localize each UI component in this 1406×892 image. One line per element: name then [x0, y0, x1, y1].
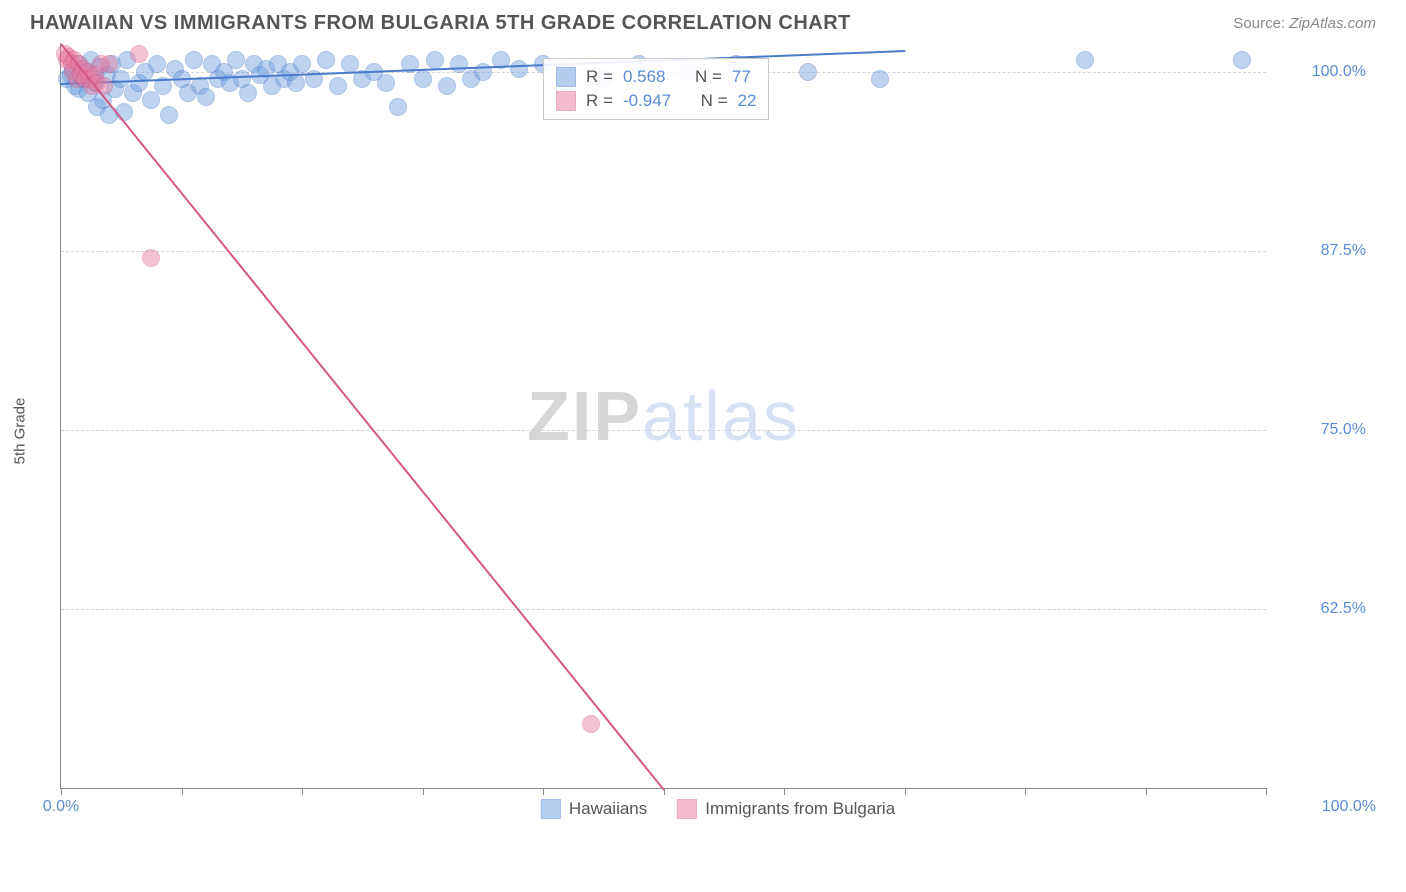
gridline — [61, 609, 1266, 610]
chart-container: 5th Grade ZIPatlas 62.5%75.0%87.5%100.0%… — [60, 43, 1376, 819]
plot-area: ZIPatlas 62.5%75.0%87.5%100.0%0.0%100.0%… — [60, 43, 1266, 789]
data-point — [414, 70, 432, 88]
data-point — [130, 45, 148, 63]
x-tick — [302, 788, 303, 795]
stats-row: R = -0.947 N = 22 — [556, 89, 756, 113]
x-tick — [1146, 788, 1147, 795]
data-point — [438, 77, 456, 95]
x-tick — [543, 788, 544, 795]
data-point — [160, 106, 178, 124]
y-tick-label: 100.0% — [1276, 63, 1366, 81]
data-point — [227, 51, 245, 69]
data-point — [1233, 51, 1251, 69]
trend-line — [60, 43, 665, 790]
x-tick — [1266, 788, 1267, 795]
legend-item-hawaiians: Hawaiians — [541, 799, 647, 819]
data-point — [1076, 51, 1094, 69]
source-attribution: Source: ZipAtlas.com — [1233, 15, 1376, 32]
data-point — [799, 63, 817, 81]
x-tick — [905, 788, 906, 795]
gridline — [61, 430, 1266, 431]
legend-swatch-hawaiians — [541, 799, 561, 819]
data-point — [871, 70, 889, 88]
y-tick-label: 75.0% — [1276, 421, 1366, 439]
x-tick — [61, 788, 62, 795]
legend: Hawaiians Immigrants from Bulgaria — [541, 799, 895, 819]
x-tick — [784, 788, 785, 795]
x-tick — [1025, 788, 1026, 795]
data-point — [510, 60, 528, 78]
watermark: ZIPatlas — [527, 376, 800, 456]
data-point — [100, 55, 118, 73]
stats-swatch — [556, 91, 576, 111]
data-point — [185, 51, 203, 69]
x-axis-min-label: 0.0% — [43, 798, 79, 816]
legend-item-bulgaria: Immigrants from Bulgaria — [677, 799, 895, 819]
data-point — [197, 88, 215, 106]
data-point — [582, 715, 600, 733]
data-point — [142, 249, 160, 267]
data-point — [426, 51, 444, 69]
data-point — [317, 51, 335, 69]
x-tick — [423, 788, 424, 795]
y-tick-label: 62.5% — [1276, 600, 1366, 618]
stats-swatch — [556, 67, 576, 87]
x-tick — [182, 788, 183, 795]
data-point — [142, 91, 160, 109]
chart-title: HAWAIIAN VS IMMIGRANTS FROM BULGARIA 5TH… — [30, 12, 851, 35]
x-axis-max-label: 100.0% — [1322, 798, 1376, 816]
data-point — [287, 74, 305, 92]
data-point — [239, 84, 257, 102]
watermark-zip: ZIP — [527, 377, 642, 455]
stats-row: R = 0.568 N = 77 — [556, 65, 756, 89]
y-axis-label: 5th Grade — [12, 398, 29, 465]
gridline — [61, 251, 1266, 252]
stats-box: R = 0.568 N = 77R = -0.947 N = 22 — [543, 58, 769, 120]
watermark-atlas: atlas — [642, 377, 800, 455]
y-tick-label: 87.5% — [1276, 242, 1366, 260]
data-point — [389, 98, 407, 116]
legend-swatch-bulgaria — [677, 799, 697, 819]
data-point — [377, 74, 395, 92]
data-point — [329, 77, 347, 95]
data-point — [148, 55, 166, 73]
